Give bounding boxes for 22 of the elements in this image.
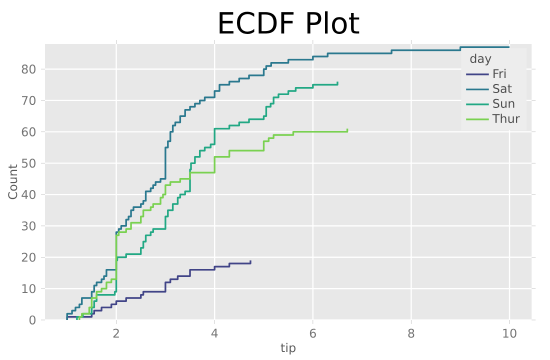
x-tick-label: 10 <box>503 328 516 338</box>
y-axis-title: Count <box>8 164 18 200</box>
y-tick-label: 60 <box>22 127 36 136</box>
y-tick-label: 40 <box>22 190 36 200</box>
x-tick-label: 8 <box>408 328 414 338</box>
y-tick-label: 0 <box>29 315 36 325</box>
y-tick-label: 20 <box>22 252 36 262</box>
legend-label: Sat <box>493 84 512 94</box>
chart-title: ECDF Plot <box>220 11 360 34</box>
y-tick-label: 10 <box>22 284 36 294</box>
y-tick-label: 30 <box>22 221 36 230</box>
x-tick-label: 4 <box>211 328 218 338</box>
legend-label: Fri <box>494 68 506 78</box>
x-axis-title: tip <box>280 342 296 355</box>
x-tick-label: 2 <box>113 328 119 338</box>
legend-label: Sun <box>493 98 514 108</box>
y-tick-label: 70 <box>22 96 36 105</box>
y-tick-label: 80 <box>22 64 36 74</box>
x-tick-label: 6 <box>310 328 316 338</box>
legend-label: Thur <box>492 114 520 124</box>
legend-title: day <box>470 54 492 66</box>
y-tick-label: 50 <box>22 158 36 168</box>
